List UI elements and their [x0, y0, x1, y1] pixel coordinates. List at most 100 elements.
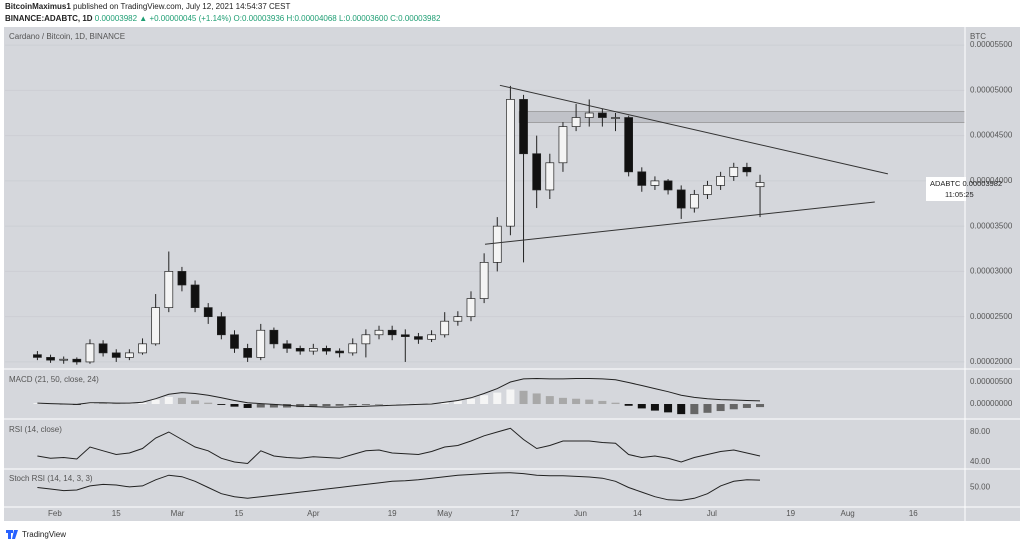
histogram-bar: [532, 393, 541, 405]
y-tick-label: 0.00004000: [970, 176, 1013, 185]
y-tick-label: 0.00000000: [970, 399, 1013, 408]
x-tick-label: Mar: [171, 509, 185, 518]
candle-body: [400, 334, 410, 337]
histogram-bar: [453, 400, 462, 405]
low: L:0.00003600: [339, 14, 388, 23]
candle-body: [598, 112, 607, 118]
x-tick-label: Apr: [307, 509, 320, 518]
candle-body: [584, 112, 594, 118]
candle-body: [361, 334, 371, 345]
y-tick-label: 50.00: [970, 483, 991, 492]
histogram-bar: [440, 401, 449, 405]
candle-body: [506, 99, 515, 227]
candle-body: [637, 171, 647, 186]
histogram-bar: [401, 403, 410, 405]
candle-body: [427, 334, 436, 340]
candle-body: [243, 348, 252, 358]
candle-body: [650, 180, 660, 186]
candle-body: [492, 225, 502, 263]
histogram-bar: [585, 399, 594, 405]
candle-body: [138, 343, 147, 354]
histogram-bar: [703, 404, 712, 413]
candle-body: [72, 358, 82, 363]
histogram-bar: [322, 404, 331, 407]
histogram-bar: [388, 404, 397, 405]
candle-body: [716, 176, 725, 186]
histogram-bar: [335, 404, 344, 406]
candle-body: [46, 357, 55, 361]
x-tick-label: 15: [234, 509, 243, 518]
x-tick-label: 16: [909, 509, 918, 518]
price-tag: [926, 177, 966, 201]
candle-body: [532, 153, 542, 191]
histogram-bar: [690, 404, 699, 415]
histogram-bar: [243, 404, 252, 408]
histogram-bar: [729, 404, 738, 410]
y-tick-label: 0.00003000: [970, 267, 1013, 276]
candle-body: [177, 271, 187, 286]
price-tag-countdown: 11:05:25: [945, 190, 974, 199]
x-tick-label: Jul: [707, 509, 717, 518]
histogram-bar: [677, 404, 686, 415]
histogram-bar: [611, 402, 620, 405]
candle-body: [703, 185, 712, 195]
histogram-bar: [466, 398, 475, 405]
candle-body: [33, 354, 42, 358]
macd-line: [37, 377, 761, 408]
chart-title: Cardano / Bitcoin, 1D, BINANCE: [9, 32, 125, 41]
unit-label: BTC: [970, 32, 986, 41]
y-tick-label: 0.00003500: [970, 221, 1013, 230]
candle-body: [742, 166, 752, 173]
open: O:0.00003936: [234, 14, 285, 23]
x-tick-label: Jun: [574, 509, 587, 518]
high: H:0.00004068: [286, 14, 337, 23]
pane-title: Stoch RSI (14, 14, 3, 3): [9, 474, 93, 483]
histogram-bar: [650, 404, 659, 411]
candle-body: [676, 189, 686, 209]
candle-body: [335, 350, 344, 354]
price-tag-symbol: ADABTC: [930, 179, 961, 188]
x-tick-label: Aug: [841, 509, 855, 518]
x-tick-label: 19: [388, 509, 397, 518]
x-tick-label: 19: [786, 509, 795, 518]
candle-body: [440, 320, 450, 336]
price-tag-price: 0.00003982: [963, 179, 1003, 188]
pane-title: RSI (14, close): [9, 425, 62, 434]
last: 0.00003982: [95, 14, 138, 23]
histogram-bar: [519, 390, 528, 405]
symbol: BINANCE:ADABTC, 1D: [5, 14, 93, 23]
change: ▲ +0.00000045 (+1.14%): [139, 14, 231, 23]
candle-body: [217, 316, 226, 336]
histogram-bar: [217, 404, 226, 405]
price-tag-text: ADABTC 0.00003982: [930, 179, 1002, 188]
candle-body: [624, 117, 633, 173]
candle-body: [230, 334, 239, 349]
close: C:0.00003982: [390, 14, 441, 23]
candle-body: [111, 352, 121, 358]
candle-body: [269, 329, 279, 345]
histogram-bar: [138, 402, 147, 405]
candle-body: [663, 180, 673, 191]
candle-body: [85, 343, 95, 363]
candle-body: [729, 166, 739, 177]
candle-body: [479, 262, 489, 299]
histogram-bar: [558, 397, 567, 405]
candle-body: [151, 307, 161, 345]
histogram-bar: [204, 402, 213, 405]
histogram-bar: [230, 404, 239, 407]
candle-body: [256, 329, 266, 358]
trendline: [499, 84, 889, 175]
candle-body: [308, 348, 318, 352]
indicator-line: [37, 427, 761, 465]
candle-body: [466, 298, 476, 318]
x-tick-label: 14: [633, 509, 642, 518]
y-tick-label: 0.00004500: [970, 131, 1013, 140]
candle-body: [571, 117, 581, 127]
candle-body: [453, 316, 463, 322]
candle-body: [545, 162, 555, 191]
y-tick-label: 0.00002000: [970, 357, 1013, 366]
publish-line: BitcoinMaximus1 published on TradingView…: [5, 2, 290, 11]
histogram-bar: [414, 403, 423, 405]
histogram-bar: [99, 403, 108, 405]
published: published on TradingView.com, July 12, 2…: [73, 2, 290, 11]
